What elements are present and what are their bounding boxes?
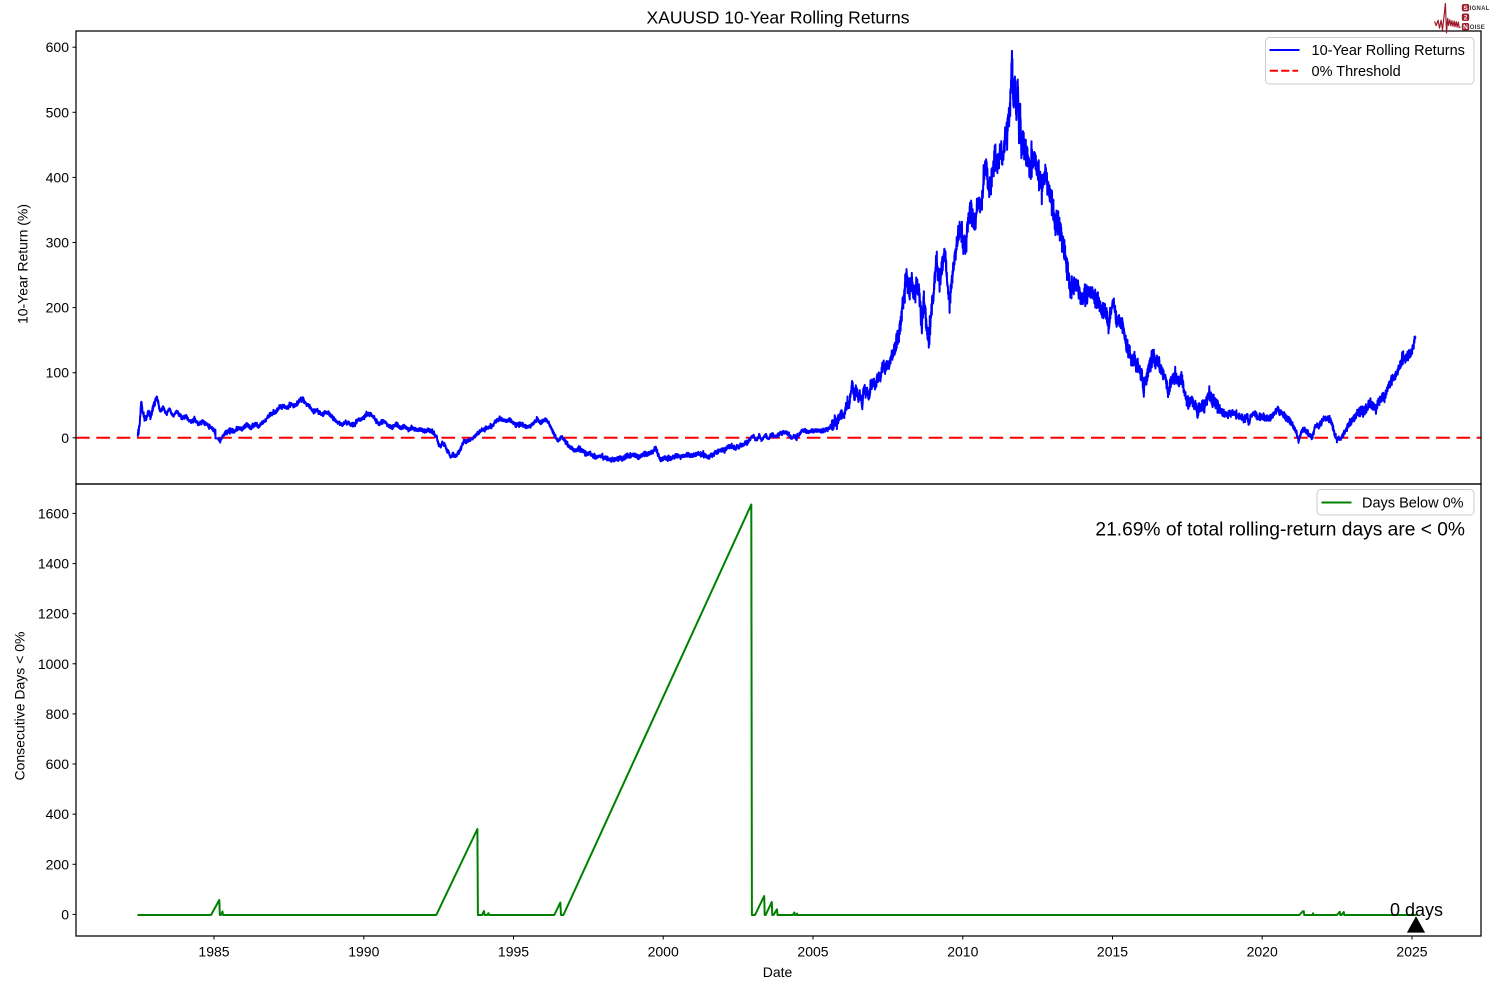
svg-text:0% Threshold: 0% Threshold: [1312, 64, 1401, 80]
svg-text:OISE: OISE: [1470, 25, 1485, 31]
svg-text:400: 400: [46, 806, 70, 822]
svg-text:XAUUSD 10-Year Rolling Returns: XAUUSD 10-Year Rolling Returns: [647, 8, 910, 28]
svg-text:300: 300: [46, 235, 70, 251]
svg-text:2010: 2010: [947, 944, 978, 960]
svg-text:600: 600: [46, 756, 70, 772]
svg-text:1600: 1600: [38, 505, 69, 521]
svg-text:S: S: [1463, 5, 1468, 12]
svg-text:Date: Date: [763, 964, 793, 980]
svg-text:2025: 2025: [1396, 944, 1427, 960]
svg-text:2000: 2000: [648, 944, 679, 960]
svg-text:2020: 2020: [1247, 944, 1278, 960]
svg-text:2015: 2015: [1097, 944, 1128, 960]
svg-text:100: 100: [46, 365, 70, 381]
svg-text:2: 2: [1464, 14, 1468, 21]
svg-text:0 days: 0 days: [1390, 900, 1443, 920]
svg-text:0: 0: [61, 906, 69, 922]
svg-text:0: 0: [61, 430, 69, 446]
svg-text:Days Below 0%: Days Below 0%: [1362, 496, 1464, 512]
svg-text:1985: 1985: [198, 944, 229, 960]
svg-text:IGNAL: IGNAL: [1470, 6, 1490, 12]
svg-text:21.69% of total rolling-return: 21.69% of total rolling-return days are …: [1095, 520, 1465, 541]
svg-text:1000: 1000: [38, 656, 69, 672]
svg-text:1995: 1995: [498, 944, 529, 960]
svg-text:10-Year Rolling Returns: 10-Year Rolling Returns: [1312, 43, 1465, 59]
svg-text:600: 600: [46, 39, 70, 55]
svg-text:Consecutive Days < 0%: Consecutive Days < 0%: [12, 631, 28, 780]
svg-text:200: 200: [46, 856, 70, 872]
svg-text:500: 500: [46, 104, 70, 120]
svg-text:N: N: [1463, 24, 1468, 31]
svg-text:10-Year Return (%): 10-Year Return (%): [15, 204, 31, 324]
svg-text:2005: 2005: [797, 944, 828, 960]
svg-text:1990: 1990: [348, 944, 379, 960]
svg-text:1400: 1400: [38, 556, 69, 572]
svg-text:800: 800: [46, 706, 70, 722]
svg-text:200: 200: [46, 300, 70, 316]
svg-text:1200: 1200: [38, 606, 69, 622]
svg-text:400: 400: [46, 169, 70, 185]
